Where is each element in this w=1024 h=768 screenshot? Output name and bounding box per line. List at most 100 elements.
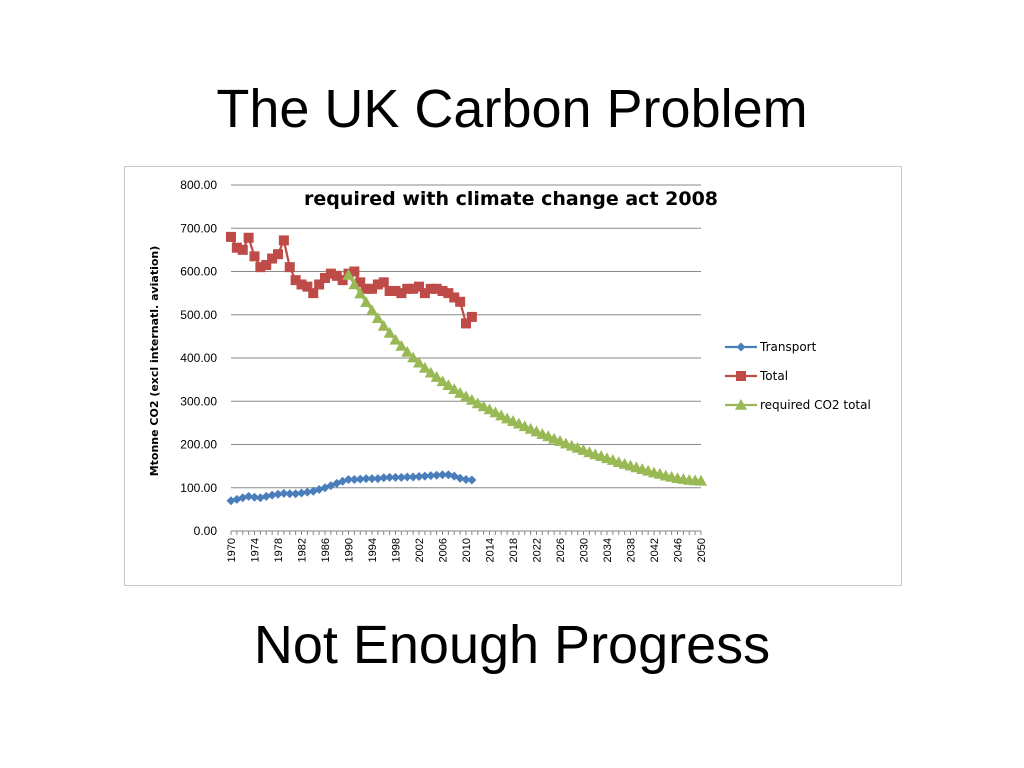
y-tick-label: 500.00 [180,308,217,322]
x-tick-label: 1994 [367,538,379,562]
series-line-required-co2-total [347,274,702,482]
line-chart: 0.00 100.00 200.00 300.00 400.00 500.00 600.00… [148,178,871,562]
series-required-co2-total [342,268,707,486]
data-point-total [267,253,278,264]
data-point-total [466,311,477,322]
data-point-total [314,279,325,290]
y-tick-label: 100.00 [180,481,217,495]
chart-title: required with climate change act 2008 [304,188,718,210]
data-point-transport [455,473,465,483]
data-point-required-co2-total [465,393,478,405]
data-point-required-co2-total [418,361,431,373]
data-point-required-co2-total [442,379,455,391]
x-tick-label: 2014 [485,538,497,562]
data-point-total [414,281,424,292]
data-point-total [308,288,319,299]
legend-item-total: Total [725,369,788,383]
x-tick-label: 2010 [461,538,473,562]
data-point-total [408,283,419,294]
legend-item-transport: Transport [725,340,817,354]
data-point-transport [226,496,236,506]
x-tick-label: 1974 [250,538,262,562]
y-tick-label: 400.00 [180,351,217,365]
data-point-transport [367,474,377,484]
slide-subtitle: Not Enough Progress [253,615,771,675]
chart-container: 0.00 100.00 200.00 300.00 400.00 500.00 600.00… [124,166,902,586]
x-tick-label: 1998 [391,538,403,562]
data-point-required-co2-total [389,333,402,345]
data-point-total [402,283,413,294]
data-point-transport [302,487,312,497]
data-point-required-co2-total [483,403,496,415]
data-point-transport [408,472,418,482]
data-point-required-co2-total [495,409,508,421]
x-tick-label: 2050 [696,538,708,562]
data-point-transport [426,471,436,481]
data-point-required-co2-total [354,287,367,299]
data-point-required-co2-total [371,312,384,324]
x-tick-label: 2026 [555,538,567,562]
data-point-total [325,268,336,279]
data-point-transport [250,492,259,502]
data-point-total [455,296,466,307]
data-point-required-co2-total [342,268,355,280]
x-tick-label: 2038 [626,538,638,562]
x-tick-label: 1970 [226,538,238,562]
data-point-total [396,288,407,299]
data-point-transport [438,470,447,480]
x-tick-label: 1986 [320,538,332,562]
data-point-total [302,281,313,292]
data-point-transport [285,489,295,499]
data-point-transport [261,491,271,501]
series-total [226,231,477,329]
data-point-transport [255,493,265,503]
data-point-total [437,285,448,296]
x-tick-label: 2046 [673,538,685,562]
legend-marker [735,399,747,410]
data-point-transport [420,471,430,481]
data-point-total [231,242,242,253]
data-point-required-co2-total [436,375,449,387]
x-tick-label: 1990 [344,538,356,562]
data-point-total [461,318,471,329]
data-point-transport [379,473,389,483]
data-point-required-co2-total [471,397,484,409]
data-point-required-co2-total [448,383,461,394]
x-tick-label: 2018 [508,538,520,562]
data-point-total [431,283,442,294]
y-axis-ticks: 0.00 100.00 200.00 300.00 400.00 500.00 600.00… [180,178,217,538]
data-point-total [419,288,430,299]
slide-title: The UK Carbon Problem [216,79,808,139]
y-tick-label: 700.00 [180,221,217,235]
data-point-transport [396,472,406,482]
chart-series [226,231,707,506]
data-point-required-co2-total [366,304,378,316]
data-point-required-co2-total [413,356,425,368]
y-tick-label: 600.00 [180,265,217,279]
data-point-transport [279,488,289,498]
x-tick-label: 2006 [438,538,450,562]
data-point-transport [238,493,248,503]
x-tick-label: 1978 [273,538,285,562]
data-point-required-co2-total [489,406,502,418]
x-tick-label: 2022 [532,538,544,562]
data-point-transport [349,475,359,485]
data-point-total [261,260,272,271]
data-point-transport [414,472,424,482]
y-axis-label: Mtonne CO2 (excl internatl. aviation) [148,246,161,477]
data-point-total [273,249,283,260]
data-point-total [255,262,266,273]
data-point-transport [355,474,365,484]
data-point-total [390,285,401,296]
y-tick-label: 0.00 [194,524,218,538]
x-tick-label: 2030 [579,538,591,562]
x-tick-label: 1982 [297,538,309,562]
data-point-transport [385,472,395,482]
data-point-transport [291,489,301,499]
data-point-total [367,283,377,294]
data-point-total [237,244,248,255]
data-point-transport [432,470,442,480]
x-axis-ticks: 1970 1974 1978 1982 1986 1990 1994 1998 2002 2006… [226,531,708,562]
legend-marker [736,371,746,381]
data-point-required-co2-total [430,371,443,382]
